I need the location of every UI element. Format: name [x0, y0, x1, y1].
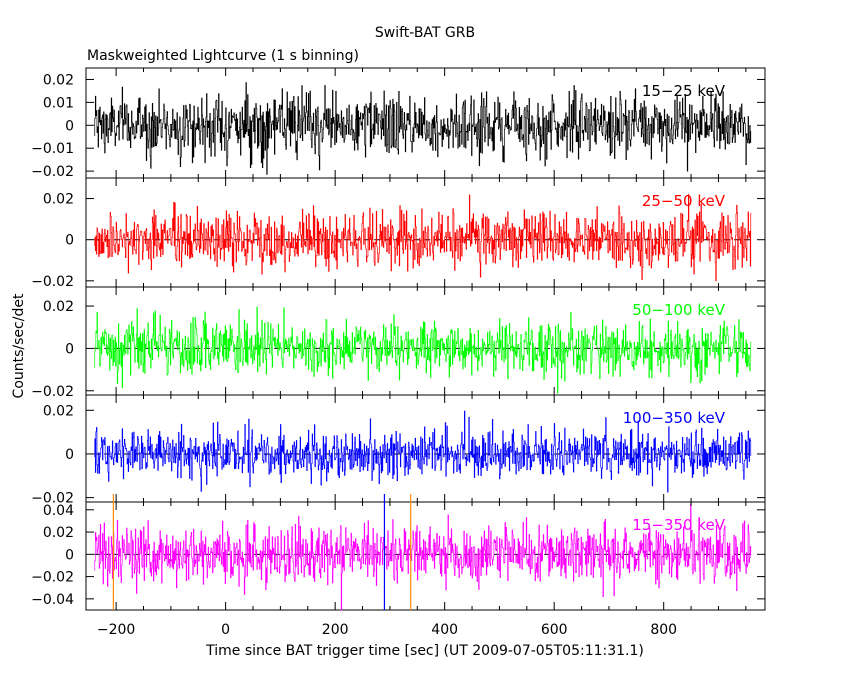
y-tick-label: −0.02 [31, 164, 74, 180]
y-tick-label: 0 [65, 118, 74, 134]
y-tick-label: 0 [65, 233, 74, 249]
panel-band-label: 100−350 keV [623, 409, 726, 427]
x-tick-label: 600 [541, 622, 568, 638]
panel-band-label: 25−50 keV [642, 192, 726, 210]
x-tick-label: 800 [650, 622, 677, 638]
x-tick-label: −200 [97, 622, 135, 638]
y-tick-label: 0.02 [43, 525, 74, 541]
y-tick-label: 0 [65, 547, 74, 563]
panel-band-label: 50−100 keV [632, 301, 725, 319]
panels-group: 0.02 0.01 0 −0.01 −0.02 15−25 keV 0.02 0 −0.02 25… [31, 67, 766, 638]
y-axis-label: Counts/sec/det [11, 293, 27, 398]
y-tick-label: 0 [65, 447, 74, 463]
x-axis-label: Time since BAT trigger time [sec] (UT 20… [205, 643, 644, 659]
series-line-5 [94, 503, 752, 611]
panel-4: 0.02 0 −0.02 100−350 keV [31, 394, 766, 507]
y-tick-label: 0.02 [43, 192, 74, 208]
y-tick-label: −0.02 [31, 570, 74, 586]
series-line-2 [94, 194, 752, 282]
x-tick-label: 200 [322, 622, 349, 638]
y-tick-label: 0 [65, 341, 74, 357]
x-tick-label: 0 [221, 622, 230, 638]
series-line-4 [94, 410, 752, 493]
y-tick-label: 0.02 [43, 299, 74, 315]
chart-subtitle: Maskweighted Lightcurve (1 s binning) [87, 48, 359, 64]
panel-band-label: 15−350 keV [632, 516, 725, 534]
panel-5: 0.04 0.02 0 −0.02 −0.04 15−350 keV [31, 501, 766, 611]
y-tick-label: −0.02 [31, 274, 74, 290]
chart-title: Swift-BAT GRB [375, 25, 475, 41]
panel-frame [85, 501, 766, 611]
y-tick-label: −0.04 [31, 592, 74, 608]
y-tick-label: 0.02 [43, 72, 74, 88]
series-line-1 [94, 82, 752, 175]
panel-3: 0.02 0 −0.02 50−100 keV [31, 286, 766, 400]
panel-1: 0.02 0.01 0 −0.01 −0.02 15−25 keV [31, 67, 766, 180]
panel-band-label: 15−25 keV [642, 82, 726, 100]
panel-2: 0.02 0 −0.02 25−50 keV [31, 177, 766, 290]
y-tick-label: −0.02 [31, 491, 74, 507]
y-tick-label: 0.01 [43, 95, 74, 111]
y-tick-label: −0.01 [31, 141, 74, 157]
y-tick-label: 0.02 [43, 403, 74, 419]
y-tick-label: 0.04 [43, 503, 74, 519]
x-tick-label: 400 [431, 622, 458, 638]
y-tick-label: −0.02 [31, 384, 74, 400]
series-line-3 [94, 306, 752, 394]
